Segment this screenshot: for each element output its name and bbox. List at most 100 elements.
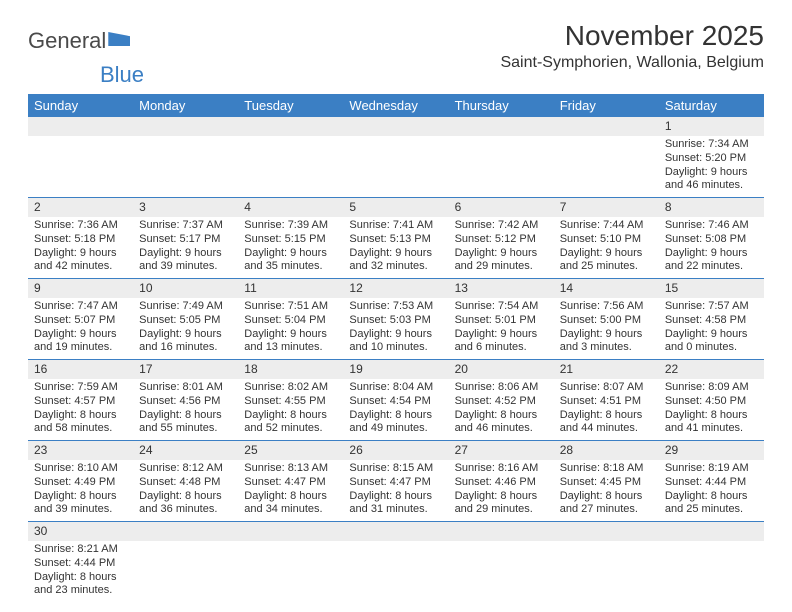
day-number: 7 <box>554 198 659 218</box>
daylight-text-2: and 16 minutes. <box>139 341 232 355</box>
daylight-text: Daylight: 8 hours <box>349 409 442 423</box>
day-number: 24 <box>133 441 238 461</box>
daylight-text-2: and 46 minutes. <box>665 179 758 193</box>
sunset-text: Sunset: 4:51 PM <box>560 395 653 409</box>
sunset-text: Sunset: 4:44 PM <box>665 476 758 490</box>
daylight-text-2: and 42 minutes. <box>34 260 127 274</box>
title-block: November 2025 Saint-Symphorien, Wallonia… <box>500 20 764 80</box>
sunset-text: Sunset: 5:18 PM <box>34 233 127 247</box>
sunset-text: Sunset: 4:47 PM <box>244 476 337 490</box>
sunrise-text: Sunrise: 7:41 AM <box>349 219 442 233</box>
sunrise-text: Sunrise: 8:01 AM <box>139 381 232 395</box>
daylight-text-2: and 0 minutes. <box>665 341 758 355</box>
sunset-text: Sunset: 5:07 PM <box>34 314 127 328</box>
daylight-text: Daylight: 9 hours <box>665 166 758 180</box>
day-number: 25 <box>238 441 343 461</box>
day-number: 14 <box>554 279 659 299</box>
day-cell: Sunrise: 8:18 AMSunset: 4:45 PMDaylight:… <box>554 460 659 522</box>
daylight-text-2: and 35 minutes. <box>244 260 337 274</box>
day-number: 27 <box>449 441 554 461</box>
daylight-text: Daylight: 9 hours <box>560 328 653 342</box>
daylight-text-2: and 39 minutes. <box>139 260 232 274</box>
sunset-text: Sunset: 5:10 PM <box>560 233 653 247</box>
day-number <box>133 522 238 542</box>
sunset-text: Sunset: 4:55 PM <box>244 395 337 409</box>
sunrise-text: Sunrise: 7:56 AM <box>560 300 653 314</box>
detail-row: Sunrise: 8:10 AMSunset: 4:49 PMDaylight:… <box>28 460 764 522</box>
daylight-text: Daylight: 9 hours <box>244 247 337 261</box>
daylight-text: Daylight: 8 hours <box>244 490 337 504</box>
day-number: 12 <box>343 279 448 299</box>
daylight-text: Daylight: 8 hours <box>34 409 127 423</box>
daylight-text: Daylight: 8 hours <box>34 490 127 504</box>
day-cell: Sunrise: 7:42 AMSunset: 5:12 PMDaylight:… <box>449 217 554 279</box>
detail-row: Sunrise: 7:36 AMSunset: 5:18 PMDaylight:… <box>28 217 764 279</box>
sunrise-text: Sunrise: 8:15 AM <box>349 462 442 476</box>
day-cell: Sunrise: 7:47 AMSunset: 5:07 PMDaylight:… <box>28 298 133 360</box>
daylight-text-2: and 3 minutes. <box>560 341 653 355</box>
sunrise-text: Sunrise: 8:13 AM <box>244 462 337 476</box>
sunrise-text: Sunrise: 8:16 AM <box>455 462 548 476</box>
sunset-text: Sunset: 5:05 PM <box>139 314 232 328</box>
day-number <box>28 117 133 136</box>
sunset-text: Sunset: 4:46 PM <box>455 476 548 490</box>
day-cell <box>343 136 448 198</box>
logo: General <box>28 28 130 54</box>
day-cell: Sunrise: 7:36 AMSunset: 5:18 PMDaylight:… <box>28 217 133 279</box>
daylight-text-2: and 27 minutes. <box>560 503 653 517</box>
day-number <box>238 117 343 136</box>
sunset-text: Sunset: 5:15 PM <box>244 233 337 247</box>
daylight-text-2: and 10 minutes. <box>349 341 442 355</box>
daylight-text-2: and 6 minutes. <box>455 341 548 355</box>
day-cell: Sunrise: 8:02 AMSunset: 4:55 PMDaylight:… <box>238 379 343 441</box>
daylight-text: Daylight: 9 hours <box>665 247 758 261</box>
sunrise-text: Sunrise: 7:53 AM <box>349 300 442 314</box>
day-cell <box>133 541 238 602</box>
dayname-sat: Saturday <box>659 94 764 117</box>
sunset-text: Sunset: 4:45 PM <box>560 476 653 490</box>
sunset-text: Sunset: 5:17 PM <box>139 233 232 247</box>
day-cell: Sunrise: 8:21 AMSunset: 4:44 PMDaylight:… <box>28 541 133 602</box>
daylight-text-2: and 25 minutes. <box>560 260 653 274</box>
day-cell <box>343 541 448 602</box>
day-number <box>554 117 659 136</box>
day-number: 17 <box>133 360 238 380</box>
dayname-sun: Sunday <box>28 94 133 117</box>
sunset-text: Sunset: 5:01 PM <box>455 314 548 328</box>
sunset-text: Sunset: 5:04 PM <box>244 314 337 328</box>
day-number <box>449 117 554 136</box>
sunrise-text: Sunrise: 8:12 AM <box>139 462 232 476</box>
day-cell: Sunrise: 7:59 AMSunset: 4:57 PMDaylight:… <box>28 379 133 441</box>
day-number: 6 <box>449 198 554 218</box>
dayname-tue: Tuesday <box>238 94 343 117</box>
day-cell: Sunrise: 7:39 AMSunset: 5:15 PMDaylight:… <box>238 217 343 279</box>
day-number: 18 <box>238 360 343 380</box>
day-number: 10 <box>133 279 238 299</box>
sunset-text: Sunset: 4:54 PM <box>349 395 442 409</box>
dayname-thu: Thursday <box>449 94 554 117</box>
daylight-text-2: and 32 minutes. <box>349 260 442 274</box>
sunset-text: Sunset: 4:44 PM <box>34 557 127 571</box>
daynum-row: 16171819202122 <box>28 360 764 380</box>
daynum-row: 30 <box>28 522 764 542</box>
day-number <box>238 522 343 542</box>
sunrise-text: Sunrise: 8:19 AM <box>665 462 758 476</box>
sunrise-text: Sunrise: 7:34 AM <box>665 138 758 152</box>
detail-row: Sunrise: 8:21 AMSunset: 4:44 PMDaylight:… <box>28 541 764 602</box>
detail-row: Sunrise: 7:34 AMSunset: 5:20 PMDaylight:… <box>28 136 764 198</box>
day-cell: Sunrise: 8:04 AMSunset: 4:54 PMDaylight:… <box>343 379 448 441</box>
day-number <box>343 522 448 542</box>
sunset-text: Sunset: 5:03 PM <box>349 314 442 328</box>
day-number: 5 <box>343 198 448 218</box>
day-number: 8 <box>659 198 764 218</box>
day-number: 26 <box>343 441 448 461</box>
sunrise-text: Sunrise: 7:37 AM <box>139 219 232 233</box>
daylight-text-2: and 55 minutes. <box>139 422 232 436</box>
day-cell <box>554 136 659 198</box>
day-cell: Sunrise: 8:12 AMSunset: 4:48 PMDaylight:… <box>133 460 238 522</box>
daylight-text-2: and 29 minutes. <box>455 503 548 517</box>
daynum-row: 23242526272829 <box>28 441 764 461</box>
sunset-text: Sunset: 5:13 PM <box>349 233 442 247</box>
daylight-text-2: and 36 minutes. <box>139 503 232 517</box>
daylight-text-2: and 31 minutes. <box>349 503 442 517</box>
